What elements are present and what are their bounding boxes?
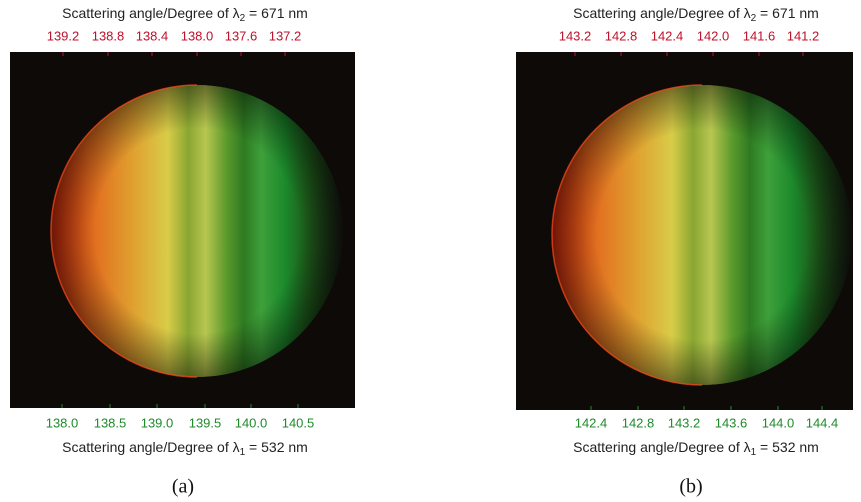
label-suffix: = 532 nm: [245, 439, 308, 455]
bottom-axis-title: Scattering angle/Degree of λ1 = 532 nm: [573, 439, 819, 458]
bottom-tick-label: 138.0: [46, 415, 79, 430]
top-tick-label: 141.2: [787, 28, 820, 43]
caption: (b): [679, 476, 702, 498]
photo-vignette: [51, 85, 343, 377]
top-axis-title: Scattering angle/Degree of λ2 = 671 nm: [62, 5, 308, 24]
top-tick-label: 142.0: [697, 28, 730, 43]
bottom-tick-label: 140.0: [235, 415, 268, 430]
label-text: Scattering angle/Degree of λ: [62, 5, 239, 21]
top-tick-label: 143.2: [559, 28, 592, 43]
top-tick-label: 138.4: [136, 28, 169, 43]
label-text: Scattering angle/Degree of λ: [573, 5, 750, 21]
label-suffix: = 532 nm: [756, 439, 819, 455]
top-axis-title: Scattering angle/Degree of λ2 = 671 nm: [573, 5, 819, 24]
bottom-tick-label: 142.8: [622, 415, 655, 430]
bottom-tick-label: 140.5: [282, 415, 315, 430]
top-tick-label: 139.2: [47, 28, 80, 43]
top-tick-label: 141.6: [743, 28, 776, 43]
bottom-tick-label: 144.4: [806, 415, 839, 430]
bottom-tick-label: 143.2: [668, 415, 701, 430]
top-tick-label: 142.8: [605, 28, 638, 43]
bottom-tick-label: 138.5: [94, 415, 127, 430]
label-suffix: = 671 nm: [756, 5, 819, 21]
bottom-tick-label: 139.0: [141, 415, 174, 430]
photo-vignette: [552, 85, 852, 385]
top-tick-label: 142.4: [651, 28, 684, 43]
bottom-axis-title: Scattering angle/Degree of λ1 = 532 nm: [62, 439, 308, 458]
figure: Scattering angle/Degree of λ2 = 671 nmSc…: [0, 0, 861, 502]
bottom-tick-label: 144.0: [762, 415, 795, 430]
caption: (a): [172, 476, 194, 498]
label-text: Scattering angle/Degree of λ: [62, 439, 239, 455]
top-tick-label: 138.0: [181, 28, 214, 43]
bottom-tick-label: 142.4: [575, 415, 608, 430]
bottom-tick-label: 143.6: [715, 415, 748, 430]
top-tick-label: 137.2: [269, 28, 302, 43]
bottom-tick-label: 139.5: [189, 415, 222, 430]
top-tick-label: 138.8: [92, 28, 125, 43]
label-text: Scattering angle/Degree of λ: [573, 439, 750, 455]
label-suffix: = 671 nm: [245, 5, 308, 21]
top-tick-label: 137.6: [225, 28, 258, 43]
